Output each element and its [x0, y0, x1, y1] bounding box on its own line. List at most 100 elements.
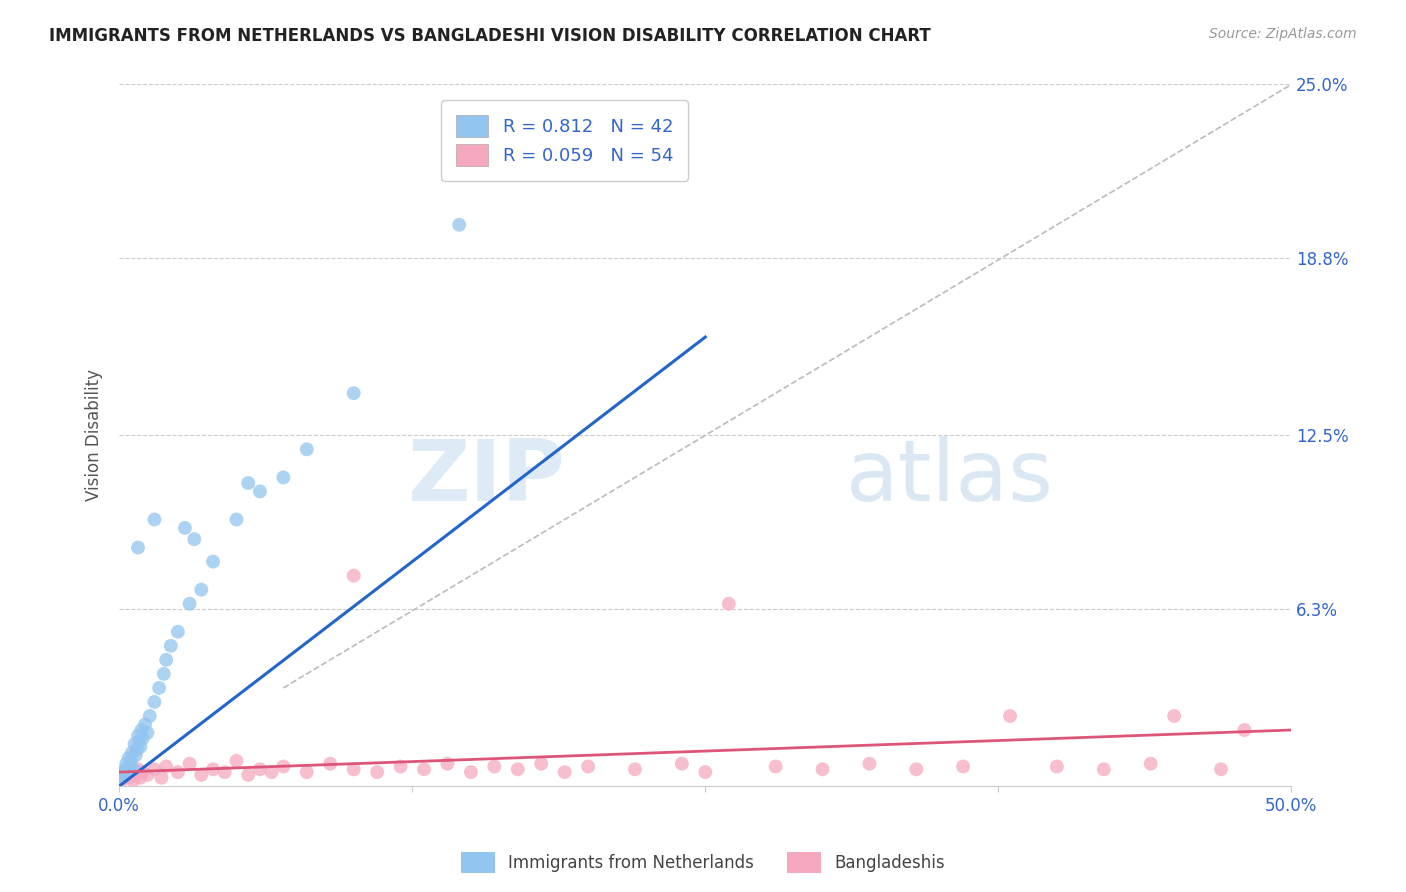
- Point: [343, 762, 366, 776]
- Point: [136, 726, 159, 740]
- Point: [122, 762, 145, 776]
- Point: [134, 717, 156, 731]
- Point: [225, 754, 247, 768]
- Point: [273, 759, 295, 773]
- Point: [273, 470, 295, 484]
- Point: [460, 765, 482, 780]
- Point: [1209, 762, 1232, 776]
- Point: [295, 765, 318, 780]
- Point: [115, 768, 138, 782]
- Point: [150, 771, 173, 785]
- Point: [132, 731, 155, 746]
- Point: [343, 568, 366, 582]
- Point: [131, 723, 153, 737]
- Point: [120, 765, 142, 780]
- Point: [139, 709, 162, 723]
- Point: [952, 759, 974, 773]
- Point: [136, 768, 159, 782]
- Point: [249, 762, 271, 776]
- Point: [167, 765, 190, 780]
- Point: [174, 521, 197, 535]
- Point: [143, 762, 166, 776]
- Point: [117, 765, 139, 780]
- Point: [132, 765, 155, 780]
- Text: IMMIGRANTS FROM NETHERLANDS VS BANGLADESHI VISION DISABILITY CORRELATION CHART: IMMIGRANTS FROM NETHERLANDS VS BANGLADES…: [49, 27, 931, 45]
- Point: [717, 597, 740, 611]
- Point: [179, 756, 201, 771]
- Point: [167, 624, 190, 639]
- Point: [1139, 756, 1161, 771]
- Point: [238, 475, 260, 490]
- Point: [155, 653, 177, 667]
- Point: [260, 765, 283, 780]
- Point: [190, 582, 212, 597]
- Point: [125, 768, 148, 782]
- Point: [127, 729, 149, 743]
- Point: [114, 762, 136, 776]
- Point: [225, 512, 247, 526]
- Point: [554, 765, 576, 780]
- Point: [1163, 709, 1185, 723]
- Point: [117, 771, 139, 785]
- Point: [127, 762, 149, 776]
- Point: [143, 512, 166, 526]
- Point: [129, 771, 152, 785]
- Point: [811, 762, 834, 776]
- Point: [124, 737, 146, 751]
- Point: [202, 555, 225, 569]
- Point: [153, 666, 176, 681]
- Point: [112, 771, 135, 785]
- Point: [366, 765, 388, 780]
- Point: [111, 765, 134, 780]
- Point: [112, 768, 135, 782]
- Point: [122, 773, 145, 788]
- Point: [249, 484, 271, 499]
- Y-axis label: Vision Disability: Vision Disability: [86, 369, 103, 501]
- Point: [1233, 723, 1256, 737]
- Point: [671, 756, 693, 771]
- Point: [905, 762, 928, 776]
- Point: [115, 756, 138, 771]
- Point: [1046, 759, 1069, 773]
- Point: [120, 754, 142, 768]
- Point: [148, 681, 170, 695]
- Point: [117, 751, 139, 765]
- Point: [998, 709, 1021, 723]
- Point: [190, 768, 212, 782]
- Point: [238, 768, 260, 782]
- Point: [436, 756, 458, 771]
- Point: [695, 765, 717, 780]
- Legend: Immigrants from Netherlands, Bangladeshis: Immigrants from Netherlands, Bangladeshi…: [454, 846, 952, 880]
- Text: Source: ZipAtlas.com: Source: ZipAtlas.com: [1209, 27, 1357, 41]
- Point: [118, 759, 141, 773]
- Point: [125, 742, 148, 756]
- Point: [214, 765, 236, 780]
- Point: [389, 759, 412, 773]
- Point: [506, 762, 529, 776]
- Legend: R = 0.812   N = 42, R = 0.059   N = 54: R = 0.812 N = 42, R = 0.059 N = 54: [441, 101, 688, 181]
- Point: [202, 762, 225, 776]
- Point: [765, 759, 787, 773]
- Point: [1092, 762, 1115, 776]
- Point: [484, 759, 506, 773]
- Point: [624, 762, 647, 776]
- Point: [121, 746, 143, 760]
- Point: [127, 541, 149, 555]
- Point: [295, 442, 318, 457]
- Point: [530, 756, 553, 771]
- Point: [183, 532, 205, 546]
- Point: [125, 748, 148, 763]
- Text: ZIP: ZIP: [406, 436, 565, 519]
- Point: [160, 639, 183, 653]
- Point: [110, 773, 132, 788]
- Point: [449, 218, 471, 232]
- Point: [319, 756, 342, 771]
- Point: [143, 695, 166, 709]
- Text: atlas: atlas: [846, 436, 1054, 519]
- Point: [343, 386, 366, 401]
- Point: [155, 759, 177, 773]
- Point: [110, 771, 132, 785]
- Point: [413, 762, 436, 776]
- Point: [576, 759, 599, 773]
- Point: [129, 739, 152, 754]
